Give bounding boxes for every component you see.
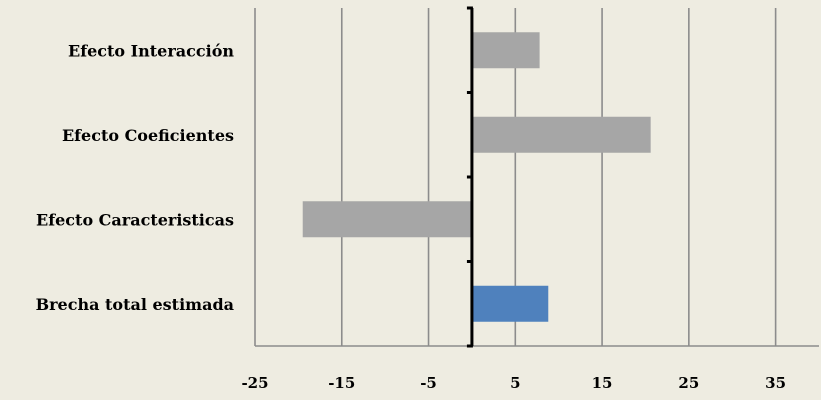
x-tick-label: 15: [592, 374, 613, 392]
axis-layer: [255, 6, 819, 348]
x-tick-label: 5: [510, 374, 520, 392]
bar: [471, 285, 549, 322]
x-tick-label: -15: [328, 374, 355, 392]
category-label: Efecto Coeficientes: [62, 126, 234, 145]
bar: [471, 116, 651, 153]
category-label: Efecto Caracteristicas: [36, 210, 234, 229]
x-tick-label: -5: [420, 374, 437, 392]
category-label: Efecto Interacción: [68, 41, 234, 60]
x-tick-label: -25: [241, 374, 268, 392]
label-layer: -25 -15 -5 5 15 25 35 Efecto Interacción Efecto …: [36, 41, 786, 392]
bar-layer: [302, 32, 651, 322]
bar: [471, 32, 540, 69]
x-tick-label: 25: [678, 374, 699, 392]
x-tick-label: 35: [765, 374, 786, 392]
bar: [302, 201, 472, 238]
category-label: Brecha total estimada: [36, 295, 234, 314]
